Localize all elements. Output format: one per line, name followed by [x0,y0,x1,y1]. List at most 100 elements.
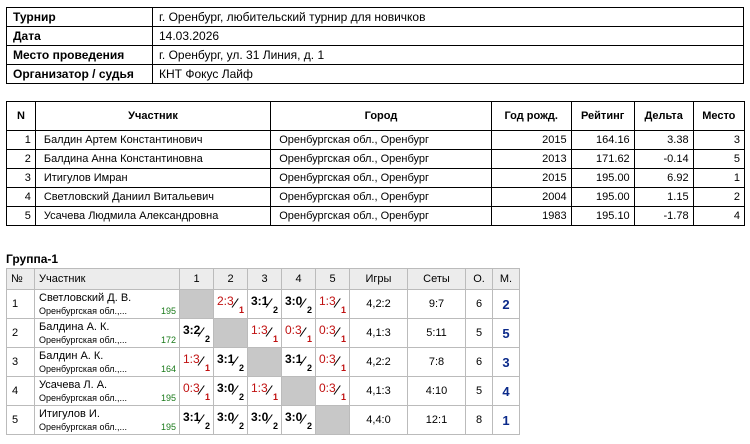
info-value: г. Оренбург, любительский турнир для нов… [152,7,744,27]
match-score: 3:0 [217,410,235,424]
group-header: 3 [247,268,282,290]
group-number: 3 [6,347,35,377]
match-points: 1 [340,392,346,402]
group-header: О. [465,268,493,290]
group-player: Светловский Д. В. Оренбургская обл.,... 19… [34,289,180,319]
group-row: 5 Итигулов И. Оренбургская обл.,... 195 3:1 2… [6,405,520,435]
match-score-cell: 3:1 2 [213,347,248,377]
group-player: Итигулов И. Оренбургская обл.,... 195 [34,405,180,435]
group-player-name: Балдин А. К. [39,350,104,362]
group-games: 4,1:3 [349,376,408,406]
match-points: 2 [238,421,244,431]
participant-delta: 1.15 [633,187,694,207]
group-games: 4,2:2 [349,347,408,377]
participant-row: 1 Балдин Артем Константинович Оренбургская… [6,130,746,150]
participant-city: Оренбургская обл., Оренбург [270,187,492,207]
match-points: 1 [204,392,210,402]
group-player: Усачева Л. А. Оренбургская обл.,... 195 [34,376,180,406]
participant-year: 2015 [490,130,572,150]
match-score-cell: 0:3 1 [315,347,350,377]
participant-place: 3 [692,130,746,150]
participant-rating: 164.16 [570,130,635,150]
match-score: 3:2 [183,323,201,337]
participant-year: 2015 [490,168,572,188]
match-score-cell: 3:1 2 [281,347,316,377]
match-score-cell: 3:0 2 [247,405,282,435]
group-points: 5 [465,318,493,348]
info-row: Турнир г. Оренбург, любительский турнир д… [6,7,744,27]
match-score: 0:3 [285,323,302,337]
participant-city: Оренбургская обл., Оренбург [270,130,492,150]
participant-delta: 3.38 [633,130,694,150]
group-points: 6 [465,347,493,377]
participant-row: 5 Усачева Людмила Александровна Оренбургск… [6,206,746,226]
participant-name: Балдин Артем Константинович [34,130,272,150]
self-cell [247,347,282,377]
group-player-rating: 195 [160,422,176,432]
participants-header: Место [692,101,746,131]
participants-header: Рейтинг [570,101,635,131]
match-points: 2 [306,305,312,315]
group-player-name: Итигулов И. [39,408,100,420]
match-score-cell: 3:0 2 [281,289,316,319]
participant-n: 3 [6,168,36,188]
info-value: 14.03.2026 [152,26,744,46]
match-score-cell: 0:3 1 [315,318,350,348]
group-title: Группа-1 [6,252,59,266]
participant-year: 2013 [490,149,572,169]
group-player: Балдин А. К. Оренбургская обл.,... 164 [34,347,180,377]
group-number: 4 [6,376,35,406]
match-points: 2 [204,421,210,431]
group-games: 4,4:0 [349,405,408,435]
match-score-cell: 3:2 2 [179,318,214,348]
group-header: Сеты [407,268,466,290]
participant-rating: 195.10 [570,206,635,226]
group-games: 4,2:2 [349,289,408,319]
match-score: 2:3 [217,294,234,308]
group-sets: 12:1 [407,405,466,435]
participant-n: 2 [6,149,36,169]
match-score: 3:1 [217,352,235,366]
match-points: 1 [340,305,346,315]
match-points: 1 [340,334,346,344]
group-player-city: Оренбургская обл.,... [39,306,127,316]
match-points: 2 [306,421,312,431]
group-sets: 9:7 [407,289,466,319]
group-header: Участник [34,268,180,290]
participants-header: Год рожд. [490,101,572,131]
group-player-city: Оренбургская обл.,... [39,335,127,345]
match-points: 1 [340,363,346,373]
group-place: 3 [492,347,520,377]
group-header: 2 [213,268,248,290]
match-score: 1:3 [319,294,336,308]
match-score-cell: 3:1 2 [247,289,282,319]
participant-delta: -1.78 [633,206,694,226]
group-header: № [6,268,35,290]
group-place: 2 [492,289,520,319]
participant-place: 5 [692,149,746,169]
participant-name: Итигулов Имран [34,168,272,188]
participant-row: 2 Балдина Анна Константиновна Оренбургская… [6,149,746,169]
match-score: 3:1 [183,410,201,424]
group-player-name: Усачева Л. А. [39,379,108,391]
info-label: Организатор / судья [6,64,153,84]
match-points: 1 [238,305,244,315]
match-points: 2 [306,363,312,373]
participant-place: 1 [692,168,746,188]
participants-header: Дельта [633,101,694,131]
match-score-cell: 1:3 1 [179,347,214,377]
info-row: Место проведения г. Оренбург, ул. 31 Лини… [6,45,744,65]
participant-city: Оренбургская обл., Оренбург [270,206,492,226]
self-cell [315,405,350,435]
group-player-name: Светловский Д. В. [39,292,132,304]
group-player: Балдина А. К. Оренбургская обл.,... 172 [34,318,180,348]
info-label: Место проведения [6,45,153,65]
match-score-cell: 1:3 1 [247,318,282,348]
match-score: 3:1 [285,352,303,366]
match-points: 1 [272,334,278,344]
match-score-cell: 0:3 1 [315,376,350,406]
match-points: 2 [272,421,278,431]
group-points: 6 [465,289,493,319]
tournament-info-table: Турнир г. Оренбург, любительский турнир д… [6,7,744,84]
group-player-rating: 172 [160,335,176,345]
